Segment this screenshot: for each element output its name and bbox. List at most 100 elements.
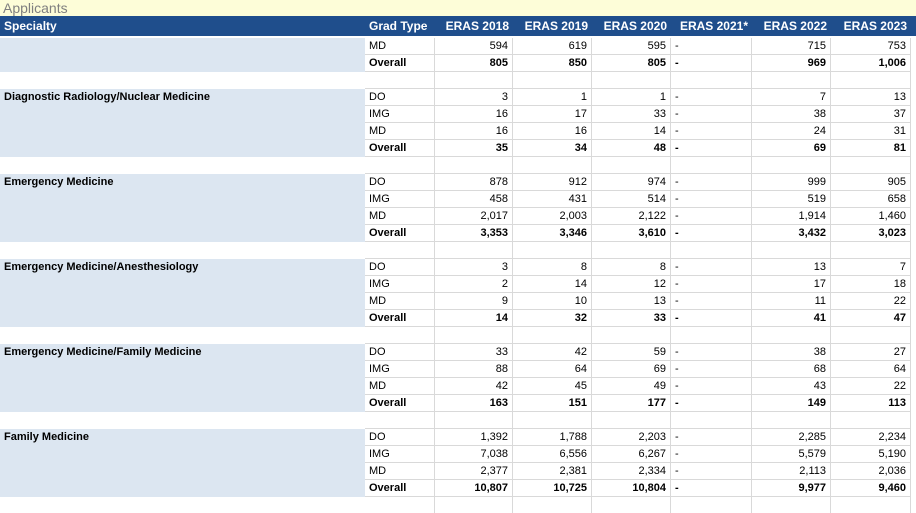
grad-type-cell: MD <box>365 378 435 395</box>
empty-cell <box>831 497 911 513</box>
value-cell: 2,113 <box>752 463 831 480</box>
value-cell: 458 <box>435 191 513 208</box>
column-header: ERAS 2019 <box>513 16 592 36</box>
value-cell: 8 <box>592 259 671 276</box>
empty-cell <box>831 242 911 259</box>
value-cell: - <box>671 174 752 191</box>
value-cell: 805 <box>435 55 513 72</box>
empty-cell <box>671 412 752 429</box>
value-cell: 1,006 <box>831 55 911 72</box>
value-cell: 149 <box>752 395 831 412</box>
value-cell: - <box>671 463 752 480</box>
value-cell: 14 <box>592 123 671 140</box>
value-cell: 1,788 <box>513 429 592 446</box>
value-cell: 22 <box>831 378 911 395</box>
value-cell: 27 <box>831 344 911 361</box>
value-cell: 163 <box>435 395 513 412</box>
value-cell: 2,003 <box>513 208 592 225</box>
value-cell: 34 <box>513 140 592 157</box>
value-cell: 1,914 <box>752 208 831 225</box>
grad-type-cell: Overall <box>365 480 435 497</box>
value-cell: - <box>671 276 752 293</box>
value-cell: 10 <box>513 293 592 310</box>
value-cell: 16 <box>435 123 513 140</box>
value-cell: 33 <box>435 344 513 361</box>
value-cell: 1 <box>513 89 592 106</box>
column-header: ERAS 2018 <box>435 16 513 36</box>
value-cell: 2,377 <box>435 463 513 480</box>
value-cell: 10,804 <box>592 480 671 497</box>
value-cell: 912 <box>513 174 592 191</box>
value-cell: - <box>671 38 752 55</box>
value-cell: 850 <box>513 55 592 72</box>
value-cell: 6,267 <box>592 446 671 463</box>
value-cell: 594 <box>435 38 513 55</box>
value-cell: 49 <box>592 378 671 395</box>
value-cell: 42 <box>513 344 592 361</box>
empty-cell <box>513 242 592 259</box>
value-cell: 7 <box>831 259 911 276</box>
value-cell: - <box>671 395 752 412</box>
empty-cell <box>435 242 513 259</box>
grad-type-cell: Overall <box>365 140 435 157</box>
value-cell: 2,036 <box>831 463 911 480</box>
value-cell: 999 <box>752 174 831 191</box>
empty-cell <box>592 157 671 174</box>
specialty-cell: Emergency Medicine/Anesthesiology <box>0 259 365 327</box>
value-cell: 805 <box>592 55 671 72</box>
grad-type-cell: MD <box>365 208 435 225</box>
grad-type-cell: DO <box>365 344 435 361</box>
empty-cell <box>513 72 592 89</box>
empty-cell <box>592 497 671 513</box>
grad-type-cell: MD <box>365 38 435 55</box>
specialty-cell: Family Medicine <box>0 429 365 497</box>
value-cell: 2,203 <box>592 429 671 446</box>
value-cell: 3,346 <box>513 225 592 242</box>
value-cell: 2,381 <box>513 463 592 480</box>
value-cell: 33 <box>592 106 671 123</box>
empty-cell <box>752 157 831 174</box>
grad-type-cell: Overall <box>365 55 435 72</box>
grad-type-cell: IMG <box>365 361 435 378</box>
empty-cell <box>435 412 513 429</box>
value-cell: 9 <box>435 293 513 310</box>
value-cell: 969 <box>752 55 831 72</box>
value-cell: 1 <box>592 89 671 106</box>
value-cell: 3,432 <box>752 225 831 242</box>
value-cell: - <box>671 361 752 378</box>
empty-cell <box>671 72 752 89</box>
value-cell: 38 <box>752 344 831 361</box>
grad-type-cell: Overall <box>365 395 435 412</box>
grad-type-cell: DO <box>365 429 435 446</box>
empty-cell <box>513 412 592 429</box>
value-cell: 64 <box>831 361 911 378</box>
value-cell: 22 <box>831 293 911 310</box>
value-cell: 18 <box>831 276 911 293</box>
empty-cell <box>365 72 435 89</box>
specialty-cell: Diagnostic Radiology/Nuclear Medicine <box>0 89 365 157</box>
value-cell: 619 <box>513 38 592 55</box>
column-header: ERAS 2023 <box>831 16 911 36</box>
value-cell: 2 <box>435 276 513 293</box>
value-cell: 47 <box>831 310 911 327</box>
empty-cell <box>365 242 435 259</box>
value-cell: 3 <box>435 89 513 106</box>
value-cell: 9,977 <box>752 480 831 497</box>
empty-cell <box>365 497 435 513</box>
value-cell: - <box>671 106 752 123</box>
grad-type-cell: DO <box>365 174 435 191</box>
value-cell: 1,460 <box>831 208 911 225</box>
sheet-title: Applicants <box>0 0 916 16</box>
empty-cell <box>592 242 671 259</box>
value-cell: 5,579 <box>752 446 831 463</box>
value-cell: - <box>671 208 752 225</box>
column-header: ERAS 2022 <box>752 16 831 36</box>
empty-cell <box>752 72 831 89</box>
value-cell: 35 <box>435 140 513 157</box>
value-cell: 878 <box>435 174 513 191</box>
value-cell: - <box>671 293 752 310</box>
empty-cell <box>365 412 435 429</box>
value-cell: 41 <box>752 310 831 327</box>
value-cell: 33 <box>592 310 671 327</box>
